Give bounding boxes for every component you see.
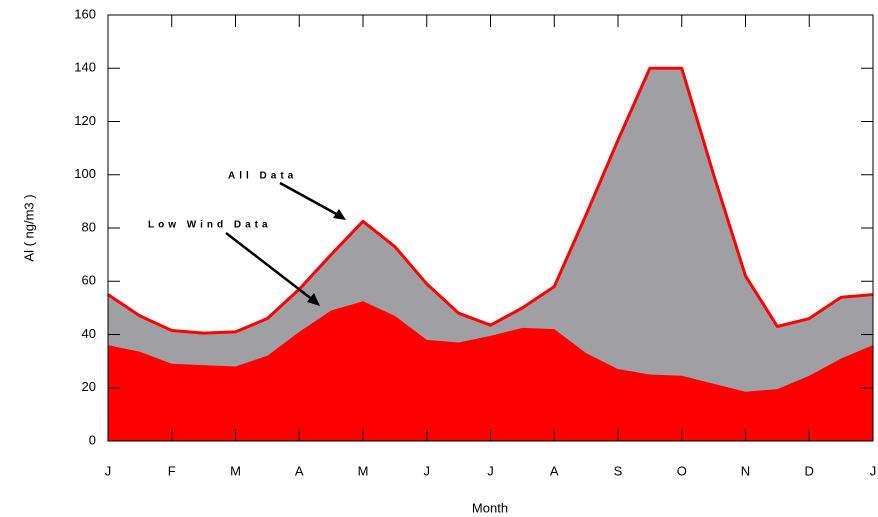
y-tick-label: 60: [82, 273, 96, 288]
x-tick-label: F: [168, 463, 176, 478]
arrow: [225, 232, 314, 301]
area-outline: [107, 66, 874, 335]
x-tick-label: J: [105, 463, 112, 478]
y-tick-label: 0: [89, 432, 96, 447]
y-tick-label: 20: [82, 379, 96, 394]
x-tick-label: D: [805, 463, 814, 478]
x-tick-label: N: [741, 463, 750, 478]
y-tick-label: 120: [74, 113, 96, 128]
x-tick-label: J: [870, 463, 877, 478]
y-tick-label: 140: [74, 60, 96, 75]
x-tick-label: O: [677, 463, 687, 478]
y-tick-label: 80: [82, 219, 96, 234]
arrow: [279, 181, 341, 218]
y-tick-label: 160: [74, 6, 96, 21]
x-tick-label: J: [424, 463, 431, 478]
x-tick-label: A: [550, 463, 559, 478]
annotation: All Data: [228, 171, 297, 182]
area: [108, 301, 873, 441]
x-tick-label: A: [295, 463, 304, 478]
y-tick-label: 40: [82, 326, 96, 341]
arrow-head: [307, 293, 320, 306]
x-tick-label: M: [230, 463, 241, 478]
x-tick-label: M: [358, 463, 369, 478]
x-axis-label: Month: [472, 500, 508, 515]
annotation: Low Wind Data: [148, 220, 272, 231]
y-tick-label: 100: [74, 166, 96, 181]
arrow-head: [333, 209, 346, 220]
x-tick-label: S: [614, 463, 623, 478]
y-axis-label: Al ( ng/m3 ): [21, 194, 36, 261]
x-tick-label: J: [487, 463, 494, 478]
plot-area: [107, 66, 874, 441]
